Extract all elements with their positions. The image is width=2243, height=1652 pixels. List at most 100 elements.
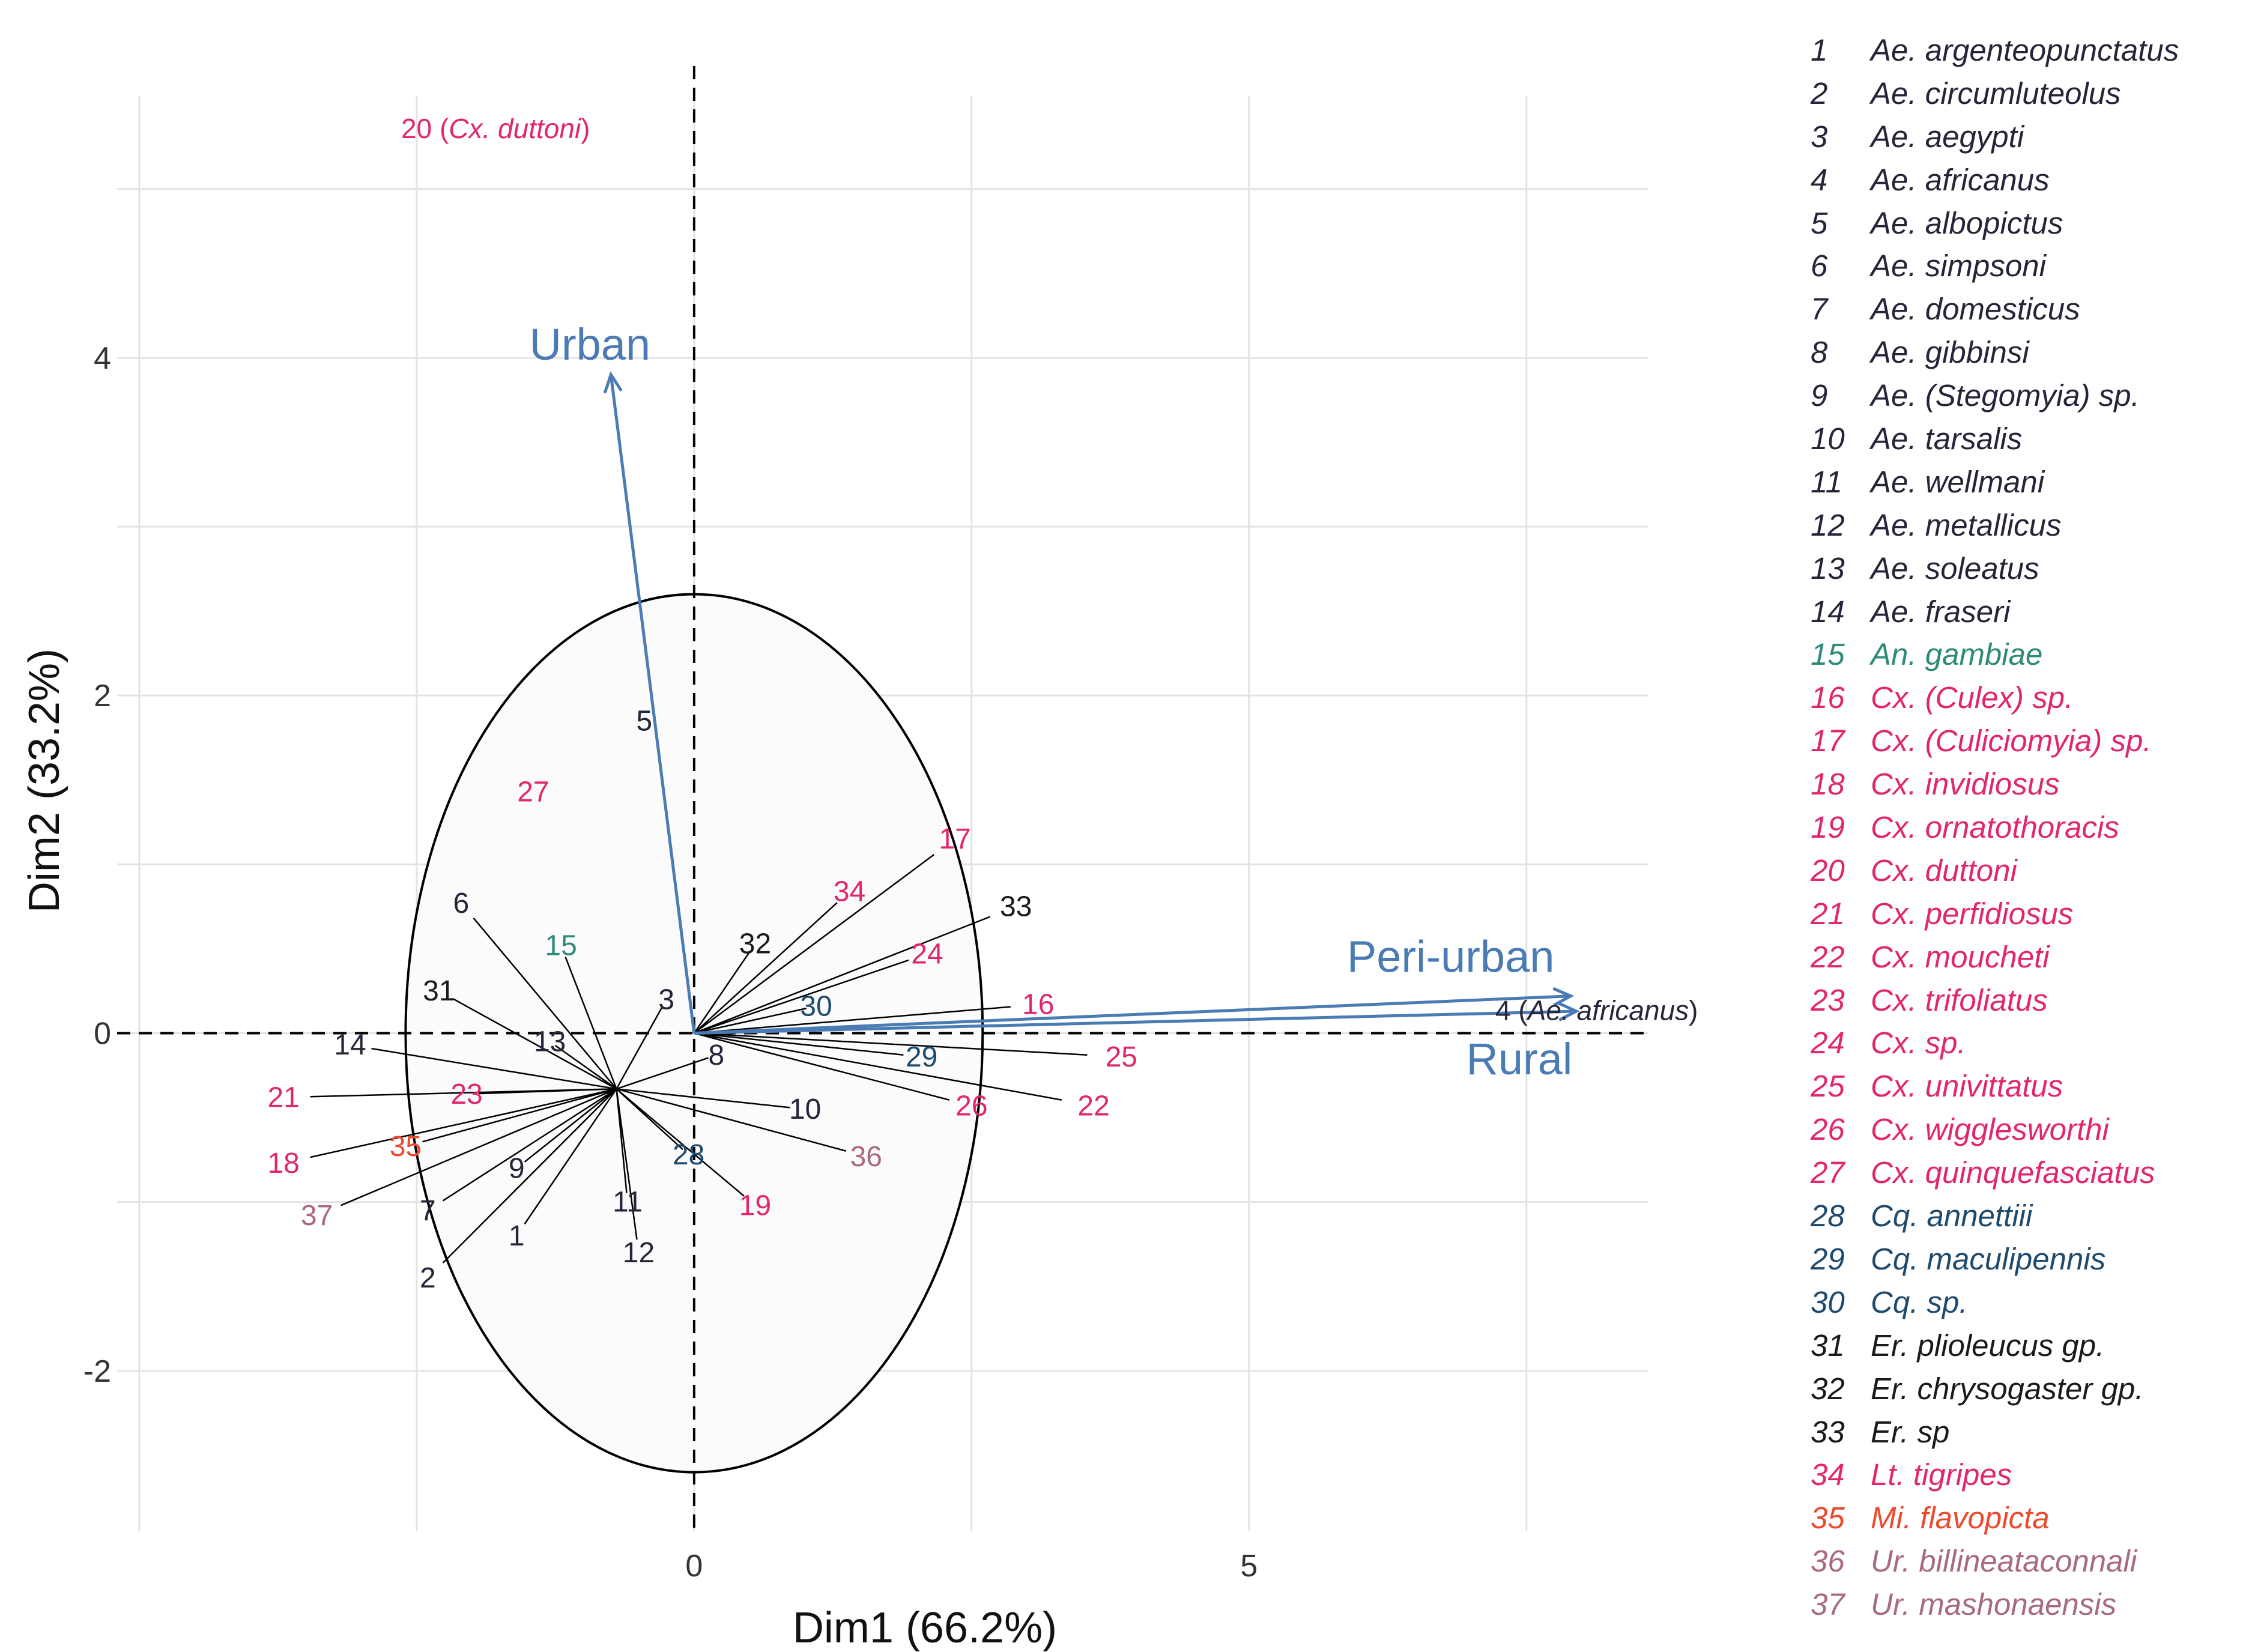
legend-item-number: 29: [1811, 1241, 1845, 1276]
legend-item-number: 23: [1811, 982, 1845, 1017]
legend-item-number: 25: [1811, 1069, 1845, 1104]
legend-item-name: Mi. flavopicta: [1871, 1501, 2050, 1536]
legend-item-name: An. gambiae: [1871, 637, 2043, 672]
legend-item-number: 13: [1811, 551, 1845, 585]
legend-item-name: Cx. quinquefasciatus: [1871, 1155, 2155, 1190]
arrow-shaft-2: [694, 1009, 1576, 1035]
species-point-1: 1: [509, 1220, 525, 1252]
connector-line-28: [616, 1088, 683, 1151]
legend-item-number: 15: [1811, 637, 1845, 672]
legend-item-4: 4 Ae. africanus: [1811, 159, 2231, 202]
connector-line-10: [616, 1088, 790, 1109]
species-point-2: 2: [420, 1262, 436, 1294]
legend-item-name: Ae. gibbinsi: [1871, 335, 2029, 370]
legend-item-24: 24 Cx. sp.: [1811, 1021, 2231, 1065]
legend-item-21: 21 Cx. perfidiosus: [1811, 892, 2231, 936]
species-point-5: 5: [636, 705, 652, 737]
connector-line-13: [554, 1044, 617, 1090]
arrow-label-rural: Rural: [1466, 1034, 1572, 1084]
legend-item-name: Cx. (Culex) sp.: [1871, 680, 2074, 715]
connector-line-9: [524, 1088, 617, 1163]
legend-item-name: Ur. billineataconnali: [1871, 1544, 2137, 1579]
species-point-24: 24: [911, 938, 943, 970]
legend-item-number: 21: [1811, 896, 1845, 931]
connector-line-17: [694, 854, 935, 1034]
legend-item-name: Ae. argenteopunctatus: [1871, 33, 2179, 67]
legend-item-number: 20: [1811, 853, 1845, 888]
connector-line-31: [452, 998, 617, 1090]
species-point-17: 17: [939, 823, 970, 855]
species-point-18: 18: [267, 1148, 299, 1179]
connector-line-19: [616, 1088, 745, 1197]
species-point-25: 25: [1106, 1041, 1137, 1073]
species-point-28: 28: [673, 1139, 704, 1171]
species-4-annotation: 4 (Ae. africanus): [1495, 995, 1698, 1026]
connector-line-15: [565, 956, 617, 1089]
legend-item-number: 12: [1811, 507, 1845, 542]
legend-item-number: 28: [1811, 1199, 1845, 1233]
legend-item-number: 14: [1811, 594, 1845, 629]
legend-item-13: 13 Ae. soleatus: [1811, 547, 2231, 590]
legend-item-number: 33: [1811, 1414, 1845, 1449]
arrow-label-urban: Urban: [530, 319, 651, 369]
arrow-shaft-1: [694, 994, 1571, 1035]
connector-line-35: [422, 1088, 617, 1143]
species-4-annotation-close: ): [1689, 995, 1698, 1026]
legend-item-name: Cx. invidiosus: [1871, 767, 2060, 802]
legend-item-number: 5: [1811, 205, 1828, 240]
legend-item-number: 19: [1811, 810, 1845, 845]
legend-item-number: 10: [1811, 422, 1845, 456]
legend-item-name: Ae. albopictus: [1871, 205, 2063, 240]
connector-line-34: [694, 902, 838, 1034]
species-point-9: 9: [509, 1152, 525, 1184]
legend-item-30: 30 Cq. sp.: [1811, 1281, 2231, 1324]
species-point-37: 37: [301, 1200, 333, 1232]
connector-line-7: [442, 1088, 617, 1202]
connector-line-33: [694, 916, 991, 1034]
legend-item-name: Ae. soleatus: [1871, 551, 2039, 585]
legend-item-16: 16 Cx. (Culex) sp.: [1811, 676, 2231, 719]
species-point-11: 11: [613, 1187, 643, 1218]
legend-item-26: 26 Cx. wigglesworthi: [1811, 1108, 2231, 1151]
legend-item-number: 2: [1811, 76, 1828, 110]
legend-item-name: Cx. perfidiosus: [1871, 896, 2074, 931]
species-point-3: 3: [658, 984, 674, 1015]
legend-item-29: 29 Cq. maculipennis: [1811, 1238, 2231, 1281]
connector-line-23: [478, 1088, 617, 1095]
legend-item-name: Cx. sp.: [1871, 1026, 1966, 1060]
legend-item-number: 6: [1811, 249, 1828, 283]
species-20-annotation: 20 (Cx. duttoni): [401, 113, 590, 144]
legend-item-name: Ae. africanus: [1871, 162, 2050, 197]
x-tick-label: 0: [685, 1549, 703, 1584]
legend-item-name: Cq. annettiii: [1871, 1199, 2033, 1233]
legend-item-name: Cx. univittatus: [1871, 1069, 2063, 1104]
species-4-annotation-id: 4 (: [1495, 995, 1528, 1026]
y-axis-title: Dim2 (33.2%): [20, 649, 68, 913]
connector-line-30: [694, 1007, 807, 1034]
legend-item-19: 19 Cx. ornatothoracis: [1811, 806, 2231, 849]
connector-line-14: [371, 1047, 617, 1090]
legend-item-number: 7: [1811, 292, 1828, 327]
legend-item-name: Ae. domesticus: [1871, 292, 2080, 327]
legend-item-name: Cx. duttoni: [1871, 853, 2017, 888]
legend-item-number: 11: [1811, 464, 1842, 499]
species-point-14: 14: [334, 1029, 366, 1061]
connector-line-24: [694, 959, 909, 1034]
legend-item-number: 16: [1811, 680, 1845, 715]
legend-item-36: 36 Ur. billineataconnali: [1811, 1540, 2231, 1583]
legend-item-name: Er. plioleucus gp.: [1871, 1328, 2105, 1363]
legend-item-name: Ur. mashonaensis: [1871, 1587, 2117, 1622]
connector-line-26: [694, 1032, 950, 1101]
legend-item-28: 28 Cq. annettiii: [1811, 1194, 2231, 1238]
legend-item-name: Ae. (Stegomyia) sp.: [1871, 378, 2140, 413]
species-point-30: 30: [800, 991, 832, 1023]
legend-item-9: 9 Ae. (Stegomyia) sp.: [1811, 374, 2231, 417]
legend-item-name: Cx. (Culiciomyia) sp.: [1871, 724, 2152, 758]
grid-lines: [117, 96, 1648, 1531]
legend-item-name: Ae. wellmani: [1871, 464, 2045, 499]
species-4-annotation-name: Ae. africanus: [1526, 995, 1689, 1026]
legend-item-number: 36: [1811, 1544, 1845, 1579]
legend-item-number: 30: [1811, 1284, 1845, 1319]
